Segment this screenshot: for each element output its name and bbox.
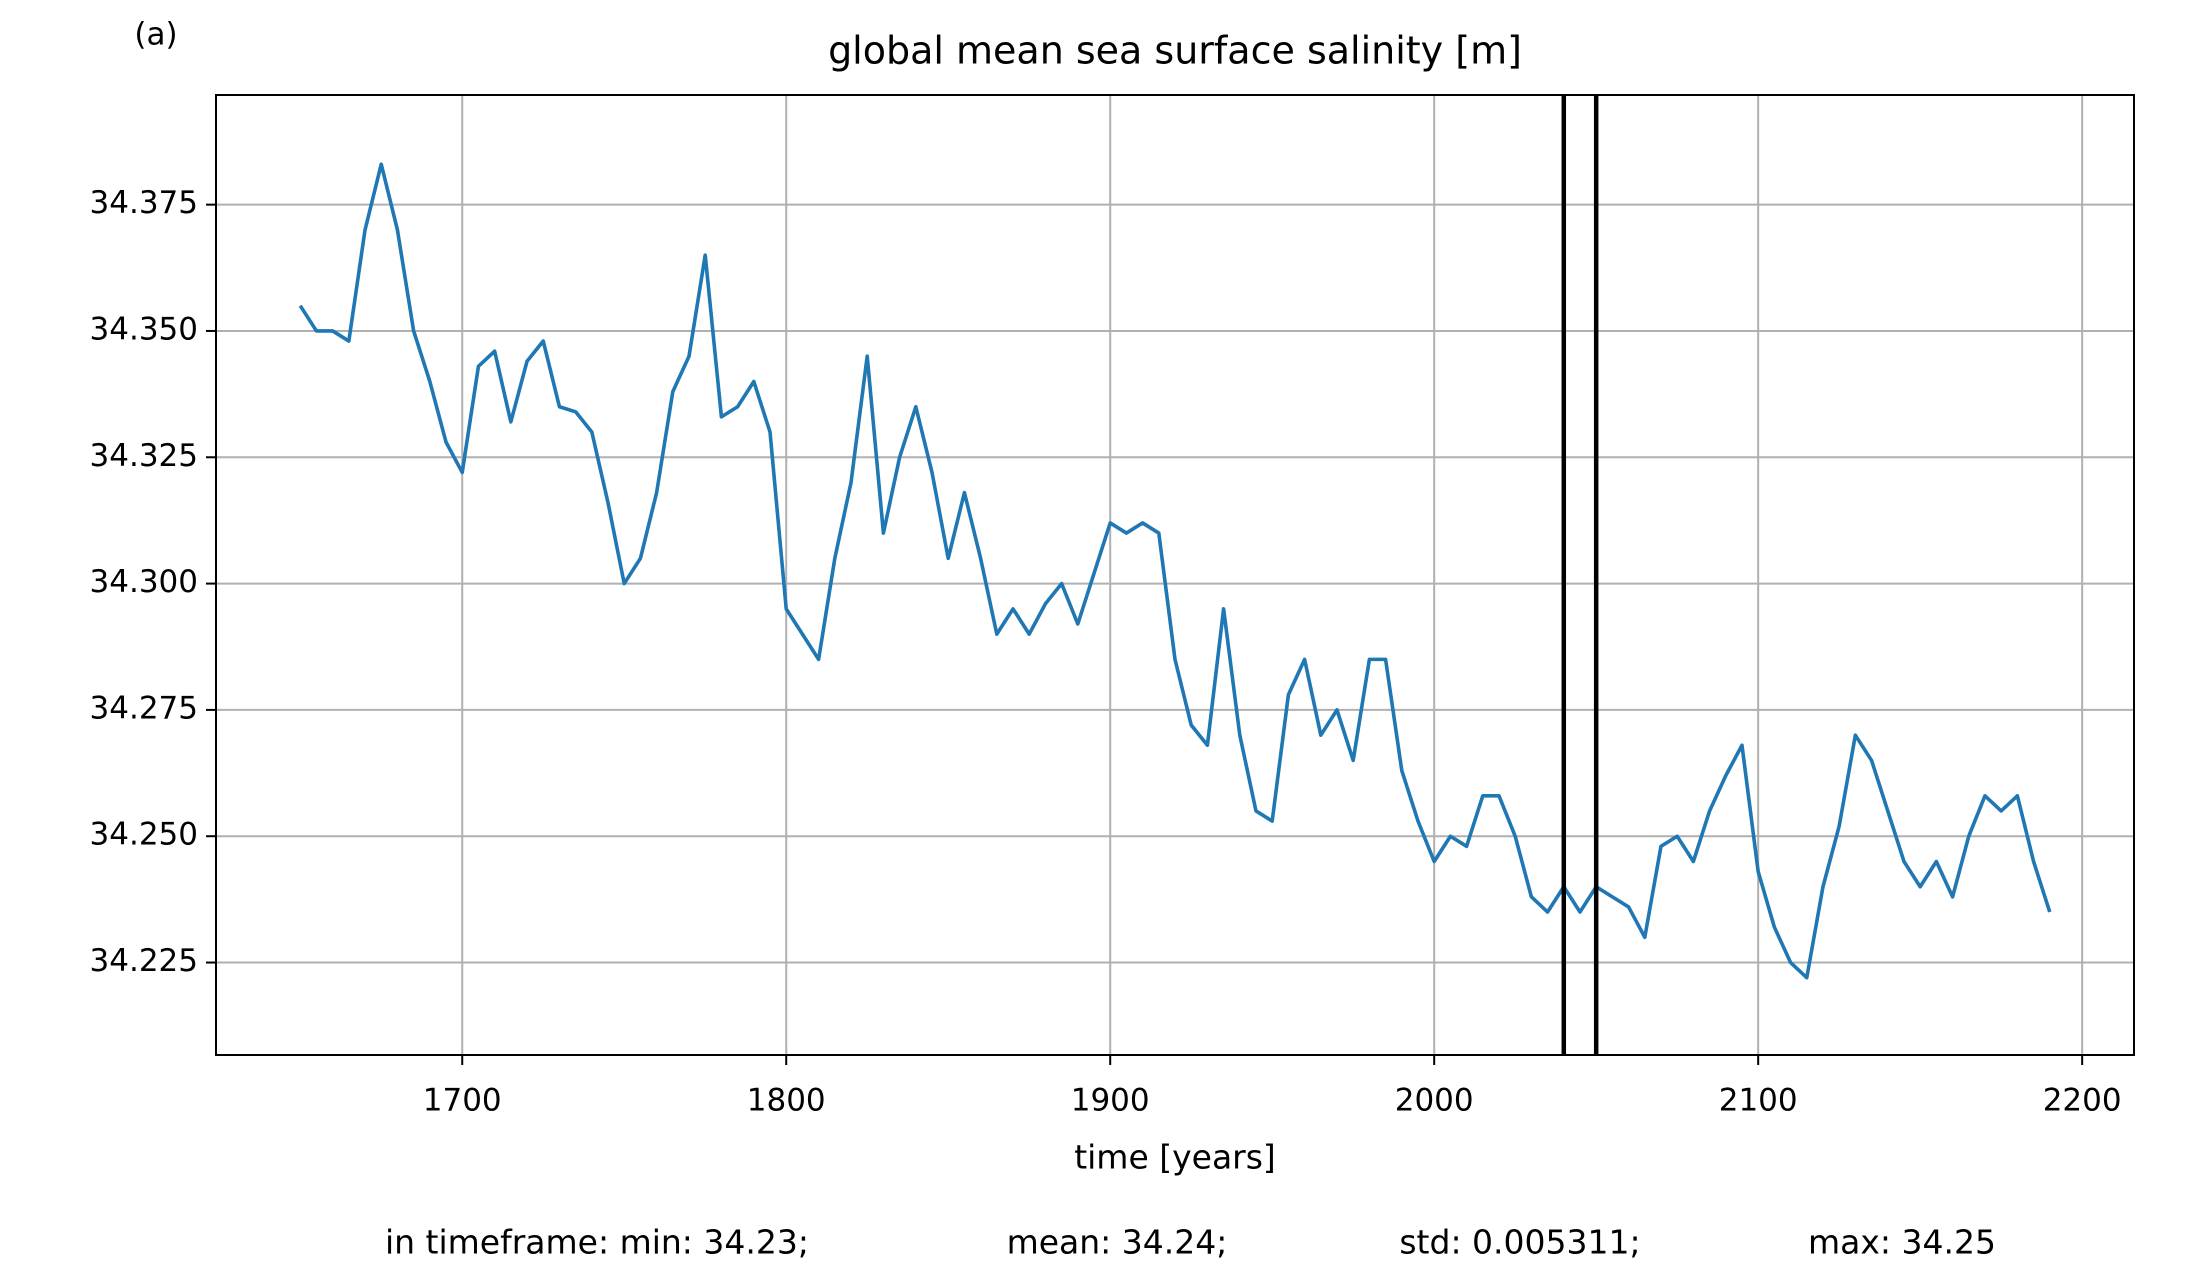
x-tick-label: 2100 [1719, 1083, 1798, 1119]
x-tick-label: 1800 [747, 1083, 826, 1119]
stat-text: std: 0.005311; [1399, 1223, 1640, 1262]
x-axis-label: time [years] [1074, 1138, 1276, 1177]
x-tick-label: 1900 [1071, 1083, 1150, 1119]
chart-title: global mean sea surface salinity [m] [828, 29, 1522, 73]
y-tick-label: 34.325 [90, 438, 198, 474]
y-tick-label: 34.300 [90, 564, 198, 600]
y-tick-label: 34.275 [90, 690, 198, 726]
y-tick-label: 34.250 [90, 817, 198, 853]
y-tick-label: 34.375 [90, 185, 198, 221]
stat-text: mean: 34.24; [1007, 1223, 1228, 1262]
plot-frame [215, 94, 2135, 1056]
data-line [298, 162, 2052, 980]
x-tick-label: 2000 [1395, 1083, 1474, 1119]
panel-label: (a) [134, 17, 177, 53]
y-tick-label: 34.350 [90, 311, 198, 347]
stat-text: max: 34.25 [1808, 1223, 1996, 1262]
stat-text: in timeframe: min: 34.23; [385, 1223, 809, 1262]
x-tick-label: 1700 [423, 1083, 502, 1119]
y-tick-label: 34.225 [90, 943, 198, 979]
x-tick-label: 2200 [2043, 1083, 2122, 1119]
